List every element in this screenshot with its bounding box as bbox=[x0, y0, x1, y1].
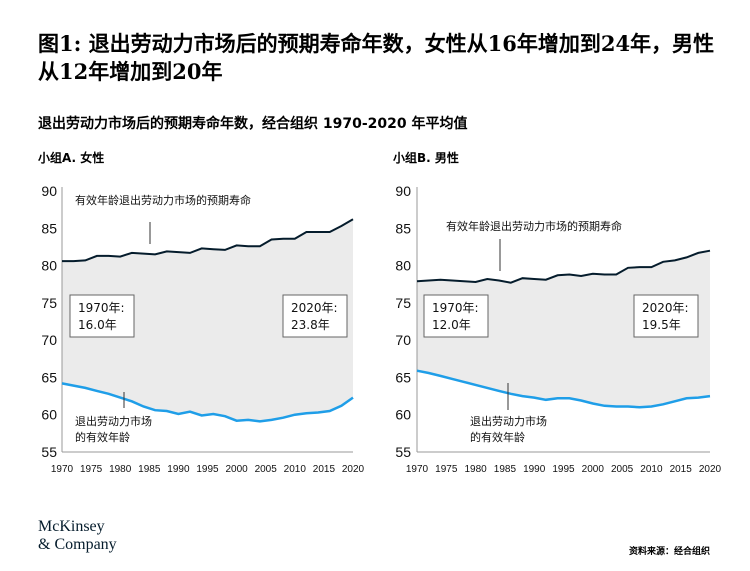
exit-series-label-line1-a: 退出劳动力市场 bbox=[75, 414, 152, 428]
y-tick-label: 80 bbox=[395, 258, 411, 274]
x-tick-label: 2005 bbox=[611, 464, 634, 475]
annotation-box-a2 bbox=[282, 294, 348, 338]
life-series-label-b: 有效年龄退出劳动力市场的预期寿命 bbox=[446, 219, 622, 233]
exit-series-label-line2-b: 的有效年龄 bbox=[470, 430, 525, 444]
life-expectancy-line-b bbox=[416, 249, 711, 284]
life-series-label-a: 有效年龄退出劳动力市场的预期寿命 bbox=[75, 193, 251, 207]
exit-series-label-line2-a: 的有效年龄 bbox=[75, 430, 130, 444]
y-tick-label: 55 bbox=[41, 444, 57, 460]
x-tick-label: 1995 bbox=[552, 464, 575, 475]
annotation-value-b1: 12.0年 bbox=[432, 318, 471, 332]
x-tick-label: 1980 bbox=[109, 464, 132, 475]
y-tick-label: 65 bbox=[395, 369, 411, 385]
x-tick-label: 1970 bbox=[406, 464, 429, 475]
y-tick-label: 60 bbox=[395, 407, 411, 423]
shaded-gap-area-b bbox=[417, 250, 710, 408]
shaded-gap-area-a bbox=[62, 219, 353, 422]
logo-line2: & Company bbox=[38, 536, 117, 553]
x-tick-label: 1990 bbox=[523, 464, 546, 475]
x-tick-label: 2005 bbox=[255, 464, 278, 475]
life-expectancy-line-a bbox=[62, 218, 354, 263]
y-tick-label: 90 bbox=[395, 183, 411, 199]
y-tick-label: 75 bbox=[41, 295, 57, 311]
y-tick-label: 70 bbox=[395, 332, 411, 348]
annotation-box-b1 bbox=[423, 294, 489, 338]
annotation-year-b1: 1970年: bbox=[432, 301, 479, 315]
source-note: 资料来源：经合组织 bbox=[628, 547, 710, 557]
x-tick-label: 1990 bbox=[167, 464, 190, 475]
annotation-box-a1 bbox=[69, 294, 135, 338]
annotation-value-a1: 16.0年 bbox=[78, 318, 117, 332]
exit-series-label-line1-b: 退出劳动力市场 bbox=[470, 414, 547, 428]
x-tick-label: 2010 bbox=[284, 464, 307, 475]
y-tick-label: 60 bbox=[41, 407, 57, 423]
panel-a-label: 小组A. 女性 bbox=[38, 151, 105, 165]
annotation-box-b2 bbox=[633, 294, 699, 338]
annotation-value-b2: 19.5年 bbox=[642, 318, 681, 332]
x-tick-label: 1980 bbox=[464, 464, 487, 475]
y-tick-label: 90 bbox=[41, 183, 57, 199]
y-tick-label: 75 bbox=[395, 295, 411, 311]
y-tick-label: 65 bbox=[41, 369, 57, 385]
annotation-year-b2: 2020年: bbox=[642, 301, 689, 315]
logo-line1: McKinsey bbox=[38, 518, 105, 535]
page-title: 图1: 退出劳动力市场后的预期寿命年数，女性从16年增加到24年，男性从12年增… bbox=[38, 31, 715, 84]
x-tick-label: 2010 bbox=[640, 464, 663, 475]
x-tick-label: 1975 bbox=[435, 464, 458, 475]
annotation-value-a2: 23.8年 bbox=[291, 318, 330, 332]
x-tick-label: 2020 bbox=[342, 464, 365, 475]
mckinsey-logo: McKinsey & Company bbox=[38, 518, 117, 554]
panel-b-label: 小组B. 男性 bbox=[393, 151, 459, 165]
annotation-year-a1: 1970年: bbox=[78, 301, 125, 315]
x-tick-label: 2015 bbox=[313, 464, 336, 475]
x-tick-label: 2015 bbox=[670, 464, 693, 475]
y-tick-label: 70 bbox=[41, 332, 57, 348]
y-tick-label: 55 bbox=[395, 444, 411, 460]
x-tick-label: 2000 bbox=[582, 464, 605, 475]
exit-age-line-a bbox=[61, 382, 354, 423]
y-tick-label: 85 bbox=[41, 220, 57, 236]
x-tick-label: 1985 bbox=[138, 464, 161, 475]
x-tick-label: 2020 bbox=[699, 464, 722, 475]
chart-subtitle: 退出劳动力市场后的预期寿命年数，经合组织 1970-2020 年平均值 bbox=[38, 116, 468, 132]
y-tick-label: 80 bbox=[41, 258, 57, 274]
x-tick-label: 1970 bbox=[51, 464, 74, 475]
annotation-year-a2: 2020年: bbox=[291, 301, 338, 315]
y-tick-label: 85 bbox=[395, 220, 411, 236]
x-tick-label: 1995 bbox=[196, 464, 219, 475]
x-tick-label: 1975 bbox=[80, 464, 103, 475]
exit-age-line-b bbox=[416, 369, 711, 409]
x-tick-label: 1985 bbox=[494, 464, 517, 475]
x-tick-label: 2000 bbox=[225, 464, 248, 475]
